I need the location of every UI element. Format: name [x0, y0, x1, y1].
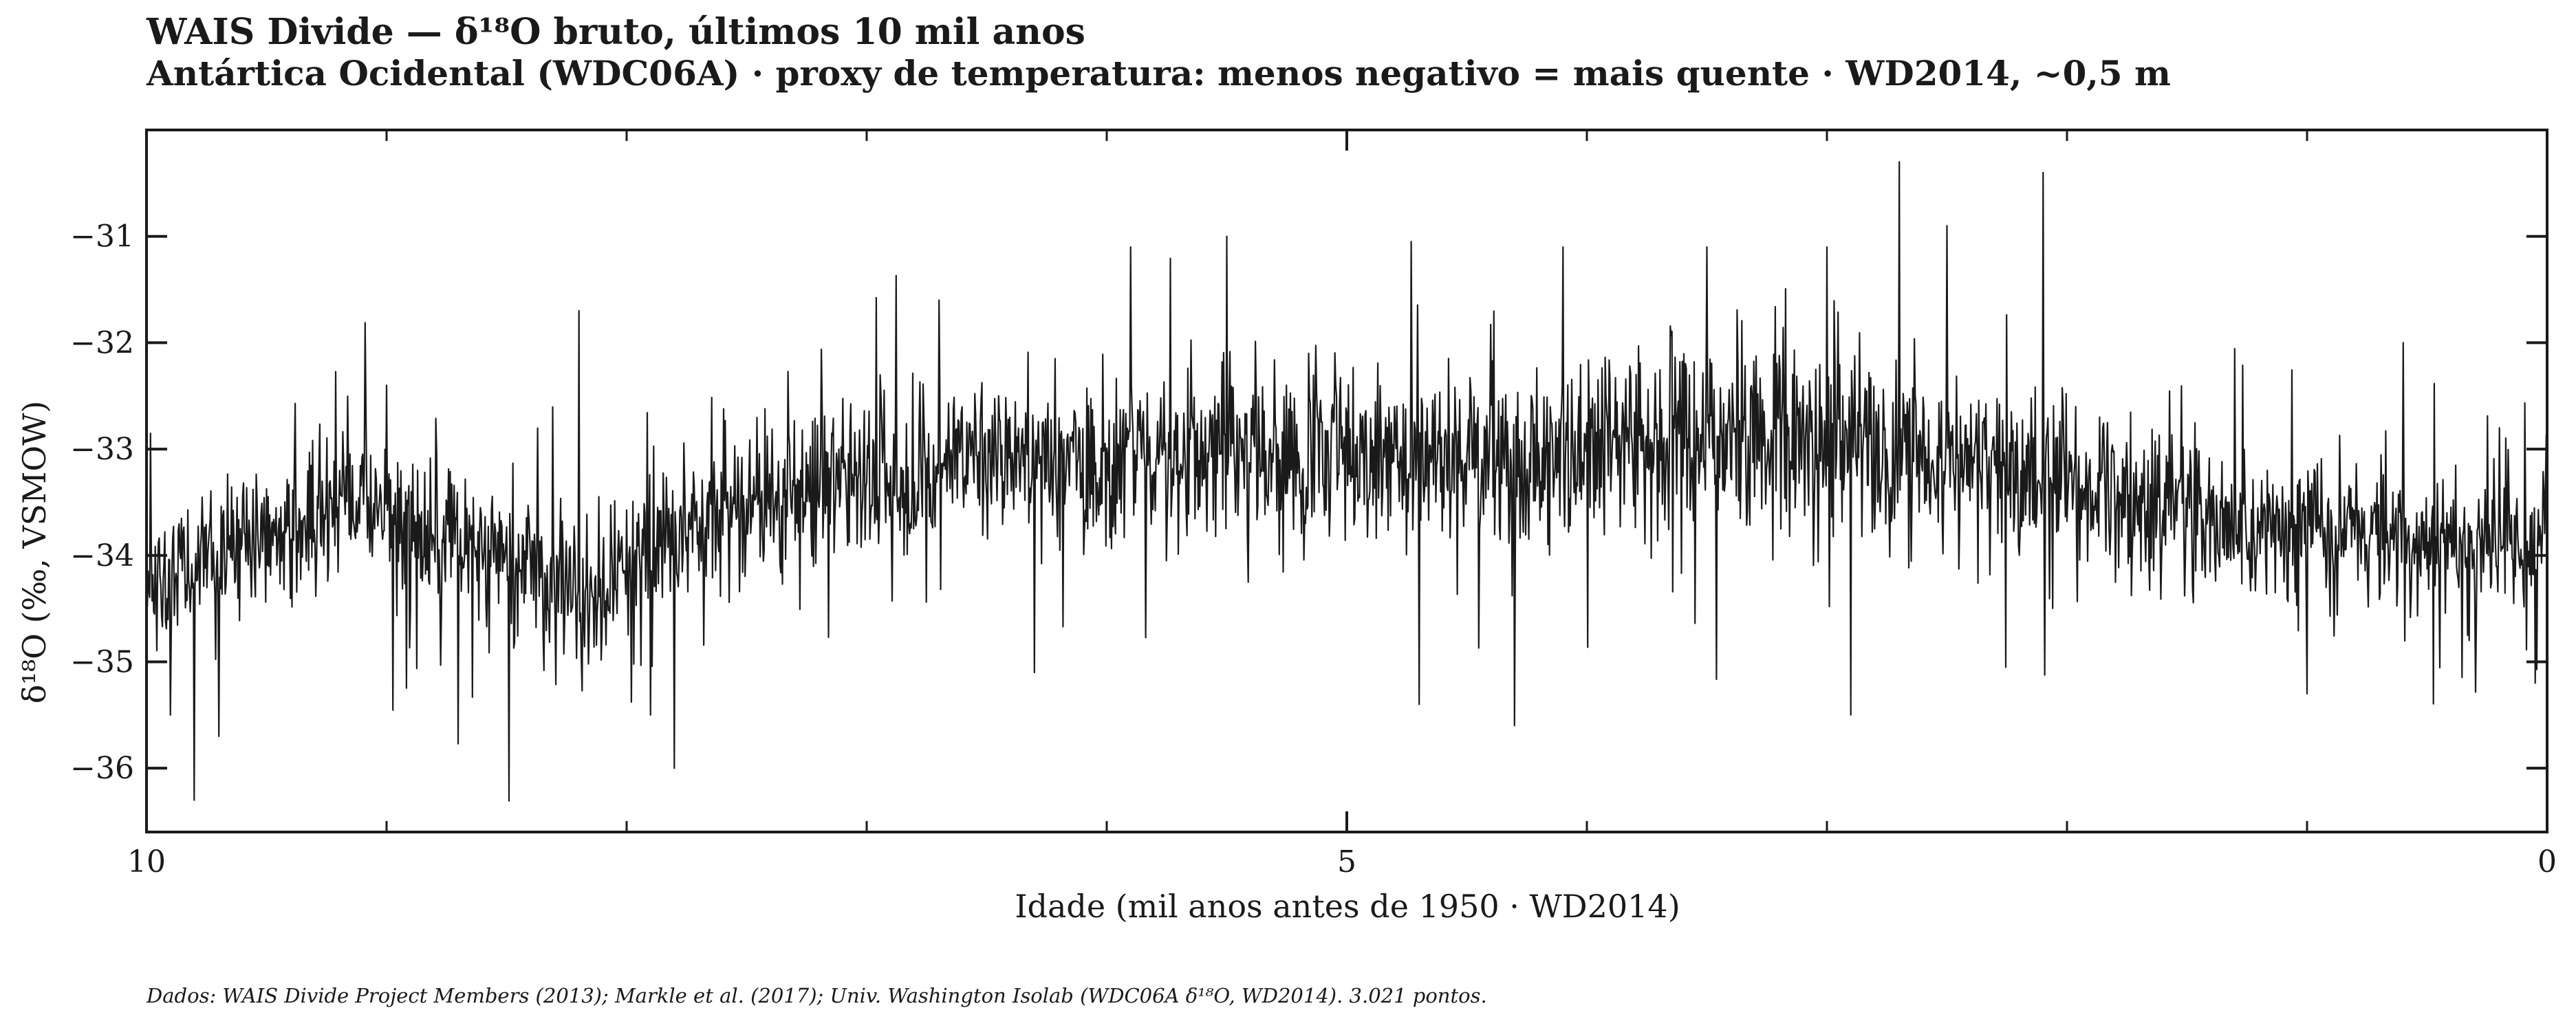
x-tick-label: 5 — [1337, 844, 1356, 879]
y-tick-label: −33 — [70, 432, 134, 467]
series-line — [145, 161, 2548, 802]
y-tick-label: −35 — [70, 644, 134, 679]
x-tick-label: 0 — [2537, 844, 2557, 879]
y-axis: −31 −32 −33 −34 −35 −36 — [70, 219, 2547, 786]
y-axis-label: δ¹⁸O (‰, VSMOW) — [16, 401, 53, 704]
x-axis: 10 5 0 — [127, 130, 2557, 879]
chart-subtitle: Antártica Ocidental (WDC06A) · proxy de … — [146, 53, 2171, 94]
y-tick-label: −36 — [70, 751, 134, 786]
x-axis-label: Idade (mil anos antes de 1950 · WD2014) — [1015, 888, 1680, 925]
y-tick-label: −31 — [70, 219, 134, 254]
chart-title: WAIS Divide — δ¹⁸O bruto, últimos 10 mil… — [146, 11, 1085, 53]
y-tick-label: −34 — [70, 538, 134, 573]
series-line-group — [145, 161, 2548, 802]
y-tick-label: −32 — [70, 325, 134, 360]
source-note: Dados: WAIS Divide Project Members (2013… — [146, 984, 1487, 1007]
x-tick-label: 10 — [127, 844, 166, 879]
